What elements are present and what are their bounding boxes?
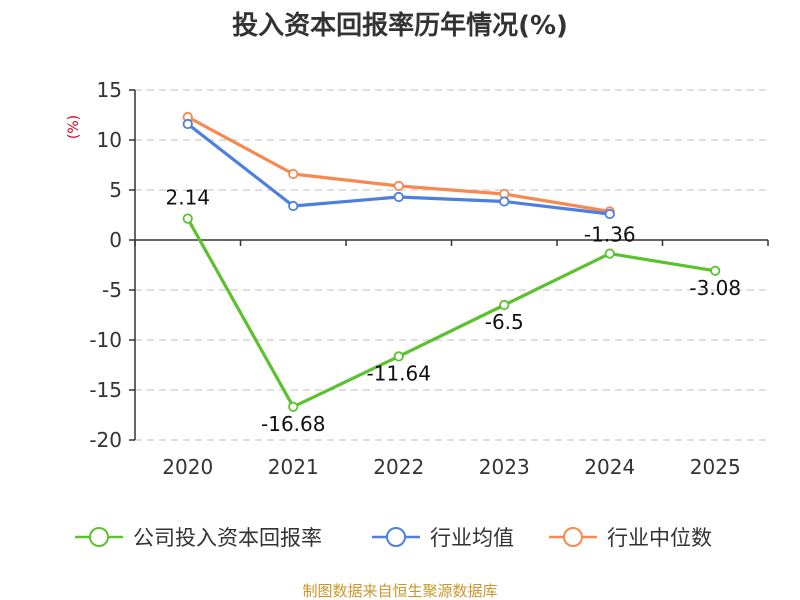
data-point xyxy=(393,351,404,362)
x-tick-label: 2024 xyxy=(584,455,635,479)
data-point xyxy=(710,265,721,276)
data-point xyxy=(393,191,404,203)
legend-label: 公司投入资本回报率 xyxy=(133,526,322,550)
series-lines xyxy=(182,111,721,412)
source-note: 制图数据来自恒生聚源数据库 xyxy=(302,582,497,600)
data-labels: 2.14 -16.68 -11.64 -6.5 -1.36 -3.08 xyxy=(165,186,741,436)
legend-marker xyxy=(89,527,109,547)
x-tick-label: 2022 xyxy=(373,455,424,479)
y-tick-label: -5 xyxy=(102,278,122,302)
axes xyxy=(129,89,769,441)
legend-label: 行业中位数 xyxy=(607,526,712,550)
data-label: -1.36 xyxy=(584,223,636,247)
data-label: -16.68 xyxy=(261,412,325,436)
legend-marker xyxy=(563,527,583,547)
y-tick-label: 10 xyxy=(97,128,122,152)
y-tick-labels: 15 10 5 0 -5 -10 -15 -20 xyxy=(89,78,122,452)
legend: 公司投入资本回报率 行业均值 行业中位数 xyxy=(75,526,712,550)
data-point xyxy=(288,401,299,412)
y-tick-label: 0 xyxy=(109,228,122,252)
series-line xyxy=(186,217,716,409)
y-tick-label: -10 xyxy=(89,328,122,352)
data-label: 2.14 xyxy=(165,186,210,210)
y-tick-label: 5 xyxy=(109,178,122,202)
y-tick-label: -15 xyxy=(89,378,122,402)
chart-title: 投入资本回报率历年情况(%) xyxy=(232,10,568,41)
data-point xyxy=(604,208,615,220)
data-label: -11.64 xyxy=(367,361,431,385)
x-tick-label: 2021 xyxy=(268,455,319,479)
y-tick-label: -20 xyxy=(89,428,122,452)
legend-marker xyxy=(386,527,406,547)
legend-label: 行业均值 xyxy=(430,526,514,550)
y-axis-label: (%) xyxy=(66,115,82,139)
x-tick-label: 2020 xyxy=(162,455,213,479)
data-point xyxy=(288,168,299,180)
data-label: -6.5 xyxy=(485,310,524,334)
data-point xyxy=(288,200,299,212)
data-point xyxy=(499,196,510,207)
data-label: -3.08 xyxy=(689,276,741,300)
data-point xyxy=(182,213,193,224)
data-point xyxy=(182,118,193,130)
data-point xyxy=(393,180,404,192)
x-tick-label: 2025 xyxy=(690,455,741,479)
data-point xyxy=(604,248,615,259)
data-point xyxy=(499,299,510,311)
x-tick-label: 2023 xyxy=(479,455,530,479)
x-tick-labels: 2020 2021 2022 2023 2024 2025 xyxy=(162,455,740,479)
y-tick-label: 15 xyxy=(97,78,122,102)
